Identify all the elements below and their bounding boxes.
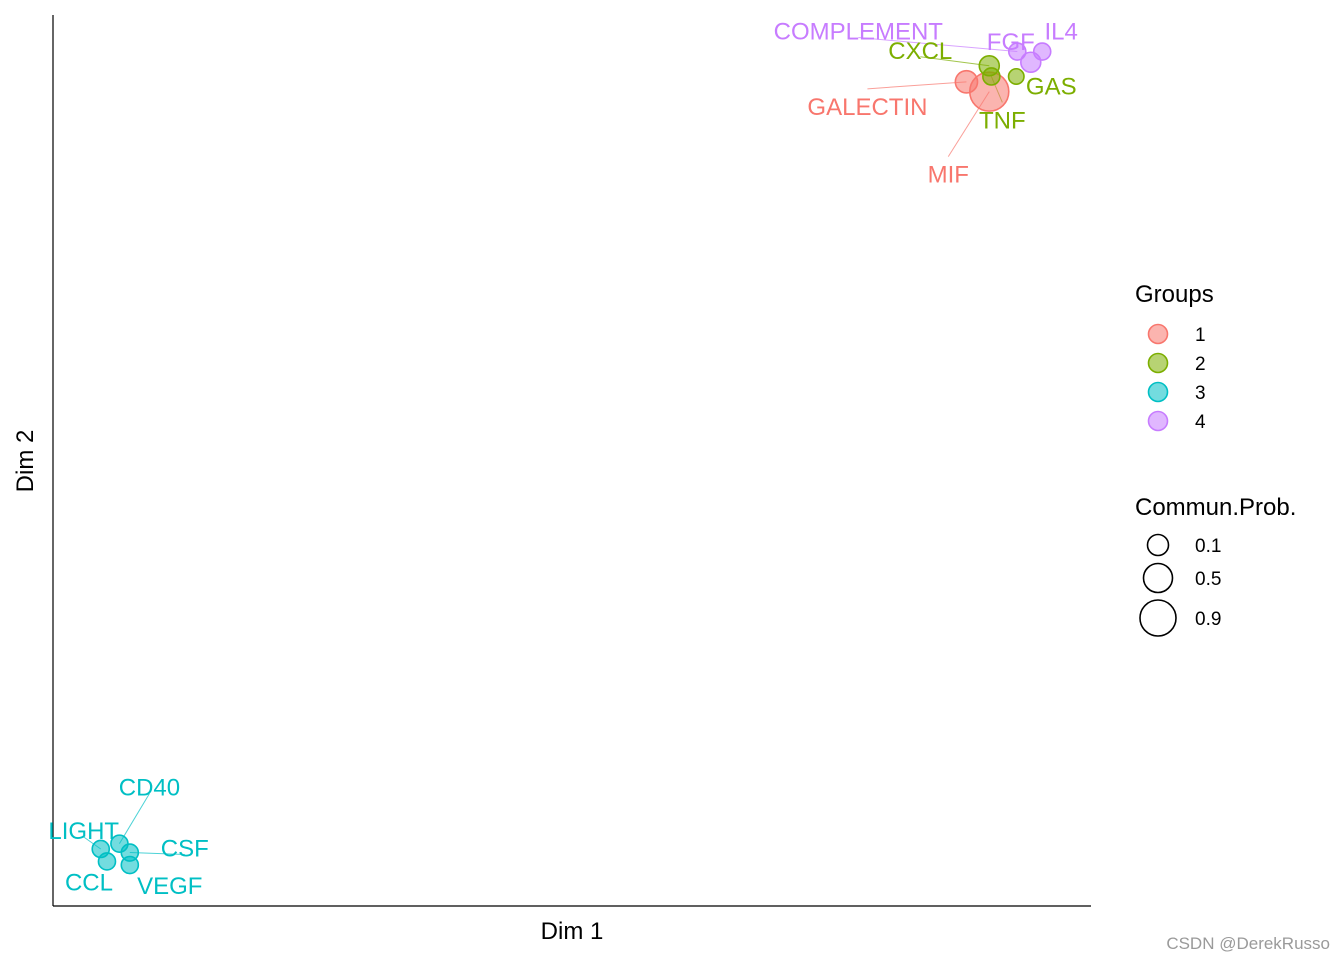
point-il4	[1032, 42, 1052, 61]
legend-key-group-4	[1147, 410, 1169, 432]
size-label-0-9: 0.9	[1195, 609, 1221, 630]
label-fgf: FGF	[987, 29, 1035, 56]
legend-label-group-4: 4	[1195, 412, 1206, 433]
data-points	[91, 42, 1052, 875]
y-axis-title: Dim 2	[12, 430, 39, 493]
label-gas: GAS	[1026, 73, 1077, 100]
connector-complement	[858, 37, 1018, 53]
watermark: CSDN @DerekRusso	[1166, 934, 1330, 953]
label-galectin: GALECTIN	[807, 94, 927, 121]
size-key-0-5	[1142, 562, 1174, 594]
connector-galectin	[867, 81, 967, 90]
label-connectors	[83, 37, 1018, 856]
size-key-0-1	[1146, 533, 1170, 557]
size-legend-title: Commun.Prob.	[1135, 494, 1296, 521]
point-tnf	[982, 67, 1001, 86]
point-vegf	[120, 855, 140, 875]
label-complement: COMPLEMENT	[774, 19, 944, 46]
point-ccl	[97, 852, 117, 871]
legend-key-group-3	[1147, 381, 1169, 403]
label-ccl: CCL	[65, 869, 113, 896]
connector-cd40	[119, 793, 150, 844]
label-csf: CSF	[161, 836, 209, 863]
x-axis-title: Dim 1	[541, 918, 604, 945]
label-tnf: TNF	[979, 107, 1026, 134]
legend-label-group-2: 2	[1195, 354, 1206, 375]
legend-key-group-1	[1147, 323, 1169, 345]
label-light: LIGHT	[48, 818, 119, 845]
point-complement	[1007, 42, 1027, 61]
connector-cxcl	[920, 56, 990, 67]
size-legend: Commun.Prob. 0.1 0.5 0.9	[1135, 494, 1296, 637]
size-label-0-5: 0.5	[1195, 569, 1221, 590]
point-galectin	[954, 69, 979, 94]
label-cxcl: CXCL	[888, 38, 952, 65]
legend-label-group-1: 1	[1195, 325, 1206, 346]
size-label-0-1: 0.1	[1195, 536, 1221, 557]
label-cd40: CD40	[119, 775, 180, 802]
size-key-0-9	[1139, 599, 1177, 637]
axes: Dim 1 Dim 2	[12, 15, 1091, 945]
label-vegf: VEGF	[137, 873, 202, 900]
legend-key-group-2	[1147, 352, 1169, 374]
legend-label-group-3: 3	[1195, 383, 1206, 404]
label-il4: IL4	[1045, 19, 1078, 46]
groups-legend-title: Groups	[1135, 281, 1214, 308]
label-mif: MIF	[928, 162, 969, 189]
point-gas	[1007, 67, 1025, 86]
groups-legend: Groups 1 2 3 4	[1135, 281, 1214, 433]
